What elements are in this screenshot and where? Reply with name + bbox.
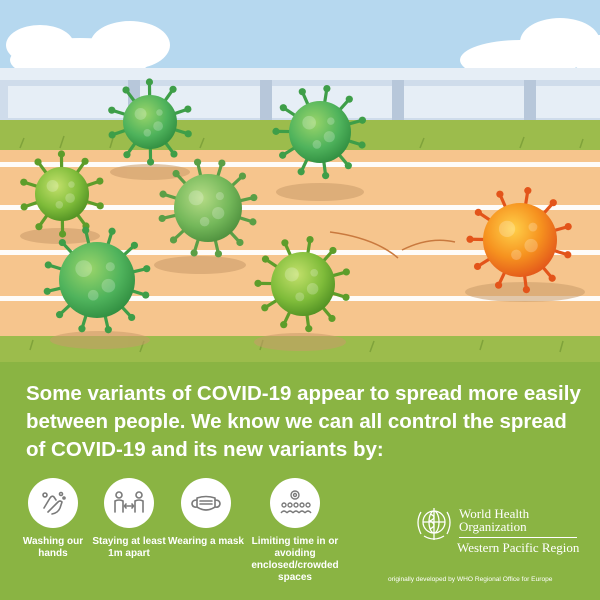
region-name: Western Pacific Region — [457, 540, 580, 555]
action-avoid-crowds: Limiting time in or avoiding enclosed/cr… — [246, 478, 344, 584]
crowd-icon — [280, 490, 312, 514]
action-distancing: Staying at least 1m apart — [86, 478, 172, 560]
who-emblem-icon — [417, 508, 451, 540]
virus-green-2 — [272, 84, 366, 180]
virus-lime-2 — [254, 235, 350, 333]
who-logo: World Health Organization Western Pacifi… — [413, 504, 593, 564]
prevention-actions: Washing our hands — [18, 478, 378, 588]
virus-light-1 — [158, 158, 258, 258]
virus-lime-1 — [20, 150, 104, 238]
info-panel: Some variants of COVID-19 appear to spre… — [0, 362, 600, 600]
org-name-line2: Organization — [459, 519, 527, 534]
logo-divider — [459, 537, 577, 538]
mask-icon — [191, 495, 221, 511]
action-label: Wearing a mask — [168, 536, 244, 547]
virus-green-1 — [108, 78, 192, 166]
variant-orange — [466, 187, 572, 294]
org-name-line1: World Health — [459, 506, 530, 521]
credit-text: originally developed by WHO Regional Off… — [388, 576, 553, 583]
motion-lines — [329, 231, 456, 259]
headline-text: Some variants of COVID-19 appear to spre… — [26, 382, 581, 461]
action-washing-hands: Washing our hands — [10, 478, 96, 560]
virus-green-3 — [43, 226, 151, 334]
action-label: Washing our hands — [22, 536, 84, 559]
action-label: Limiting time in or avoiding enclosed/cr… — [251, 536, 339, 583]
virus-layer — [20, 78, 572, 334]
action-wearing-mask: Wearing a mask — [163, 478, 249, 548]
action-label: Staying at least 1m apart — [92, 536, 166, 559]
distance-icon — [114, 491, 144, 513]
hand-washing-icon — [42, 491, 66, 515]
